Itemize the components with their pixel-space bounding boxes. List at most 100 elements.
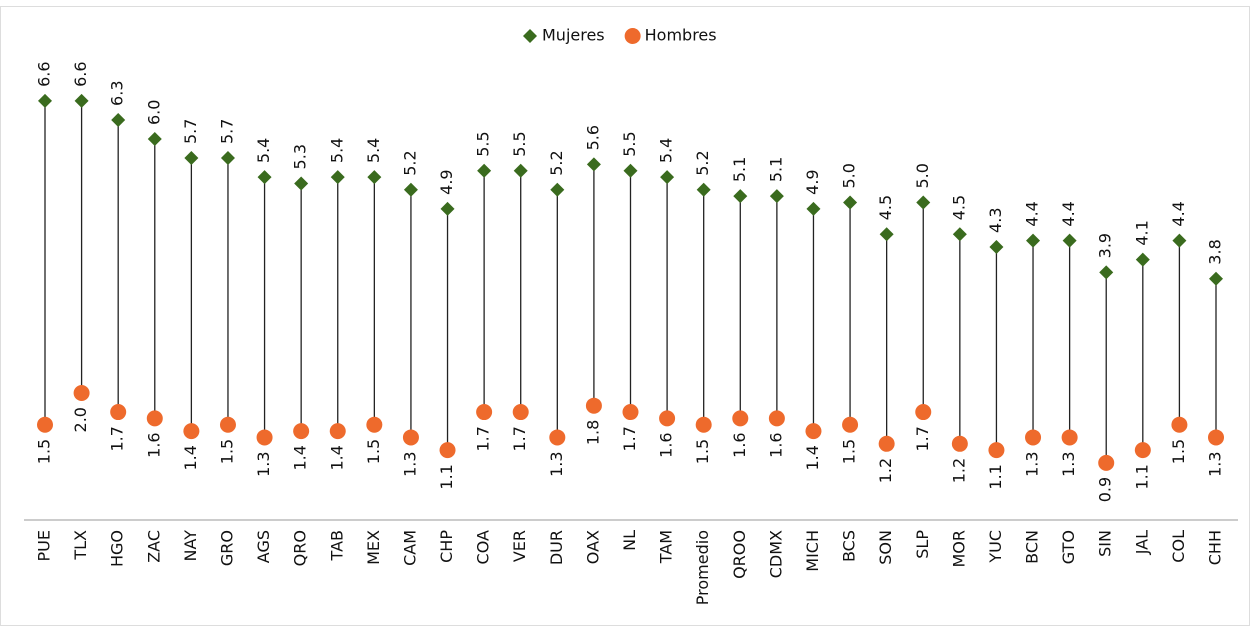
value-label: 0.9 — [1096, 477, 1115, 502]
value-label: 4.5 — [949, 195, 968, 220]
x-tick-label: OAX — [583, 530, 602, 564]
mujeres-marker — [1209, 271, 1223, 286]
mujeres-marker — [1099, 265, 1114, 280]
legend-marker — [624, 28, 641, 44]
hombres-marker — [1171, 416, 1188, 433]
value-label: 5.2 — [400, 150, 419, 175]
value-label: 4.5 — [876, 195, 895, 220]
value-label: 4.4 — [1023, 201, 1042, 226]
x-tick-label: TAB — [327, 530, 346, 561]
x-tick-label: NAY — [181, 530, 200, 562]
value-label: 6.6 — [71, 61, 90, 86]
hombres-marker — [585, 397, 602, 414]
value-label: 5.6 — [583, 125, 602, 150]
x-tick-label: QRO — [291, 530, 310, 566]
value-label: 6.3 — [108, 80, 127, 105]
x-tick-label: SON — [876, 530, 895, 565]
value-label: 5.2 — [547, 150, 566, 175]
mujeres-marker — [477, 163, 492, 178]
hombres-marker — [476, 404, 493, 421]
value-label: 1.8 — [583, 420, 602, 445]
value-label: 1.6 — [144, 432, 163, 457]
value-label: 2.0 — [71, 407, 90, 432]
hombres-marker — [183, 423, 200, 440]
value-label: 1.7 — [620, 426, 639, 451]
value-label: 1.4 — [327, 445, 346, 470]
mujeres-marker — [403, 182, 418, 197]
value-label: 1.6 — [730, 432, 749, 457]
hombres-marker — [878, 435, 895, 452]
value-label: 5.7 — [181, 119, 200, 144]
mujeres-marker — [1062, 233, 1077, 248]
x-tick-label: CAM — [400, 530, 419, 566]
frame — [0, 6, 1250, 626]
hombres-marker — [402, 429, 419, 446]
mujeres-marker — [660, 170, 675, 185]
hombres-marker — [37, 416, 53, 433]
value-label: 1.7 — [510, 426, 529, 451]
hombres-marker — [842, 416, 859, 433]
x-tick-label: Promedio — [693, 530, 712, 605]
value-label: 5.5 — [510, 131, 529, 156]
hombres-marker — [768, 410, 785, 427]
mujeres-marker — [440, 201, 455, 216]
mujeres-marker — [952, 227, 967, 242]
value-label: 1.6 — [657, 432, 676, 457]
legend-label: Mujeres — [542, 26, 605, 45]
mujeres-marker — [1172, 233, 1187, 248]
legend-marker — [523, 29, 537, 43]
value-label: 1.6 — [766, 432, 785, 457]
value-label: 5.1 — [730, 157, 749, 182]
mujeres-marker — [623, 163, 638, 178]
value-label: 1.3 — [1206, 451, 1225, 476]
hombres-marker — [110, 404, 127, 421]
hombres-marker — [256, 429, 273, 446]
value-label: 4.4 — [1059, 201, 1078, 226]
hombres-marker — [1098, 454, 1115, 471]
value-label: 1.4 — [803, 445, 822, 470]
value-label: 1.1 — [437, 464, 456, 489]
value-label: 5.7 — [217, 119, 236, 144]
x-tick-label: SLP — [913, 530, 932, 559]
x-tick-label: TAM — [657, 530, 676, 564]
mujeres-marker — [989, 239, 1004, 254]
hombres-marker — [659, 410, 676, 427]
x-tick-label: CHP — [437, 530, 456, 563]
x-tick-label: AGS — [254, 530, 273, 563]
value-label: 5.4 — [327, 138, 346, 163]
legend-label: Hombres — [645, 26, 717, 45]
mujeres-marker — [586, 157, 601, 172]
x-tick-label: VER — [510, 530, 529, 562]
x-tick-label: MEX — [364, 530, 383, 565]
x-tick-label: BCN — [1023, 530, 1042, 564]
x-tick-label: CHH — [1206, 530, 1225, 565]
x-tick-label: HGO — [108, 530, 127, 567]
x-tick-label: YUC — [986, 530, 1005, 564]
mujeres-marker — [1026, 233, 1041, 248]
x-tick-label: GTO — [1059, 530, 1078, 564]
value-label: 1.5 — [840, 439, 859, 464]
value-label: 1.5 — [35, 439, 54, 464]
value-label: 1.2 — [949, 458, 968, 483]
hombres-marker — [1025, 429, 1042, 446]
mujeres-marker — [843, 195, 858, 210]
x-tick-label: QROO — [730, 530, 749, 579]
x-tick-label: ZAC — [144, 530, 163, 563]
x-tick-label: JAL — [1132, 530, 1151, 555]
mujeres-marker — [733, 189, 748, 204]
hombres-marker — [329, 423, 346, 440]
value-label: 1.3 — [547, 451, 566, 476]
x-tick-label: COL — [1169, 530, 1188, 563]
value-label: 1.2 — [876, 458, 895, 483]
value-label: 5.3 — [291, 144, 310, 169]
value-label: 1.5 — [364, 439, 383, 464]
mujeres-marker — [513, 163, 528, 178]
x-tick-label: DUR — [547, 530, 566, 565]
value-label: 3.9 — [1096, 233, 1115, 258]
value-label: 5.5 — [620, 131, 639, 156]
hombres-marker — [512, 404, 529, 421]
value-label: 3.8 — [1206, 239, 1225, 264]
x-tick-label: GRO — [217, 530, 236, 566]
mujeres-marker — [550, 182, 565, 197]
mujeres-marker — [769, 189, 784, 204]
